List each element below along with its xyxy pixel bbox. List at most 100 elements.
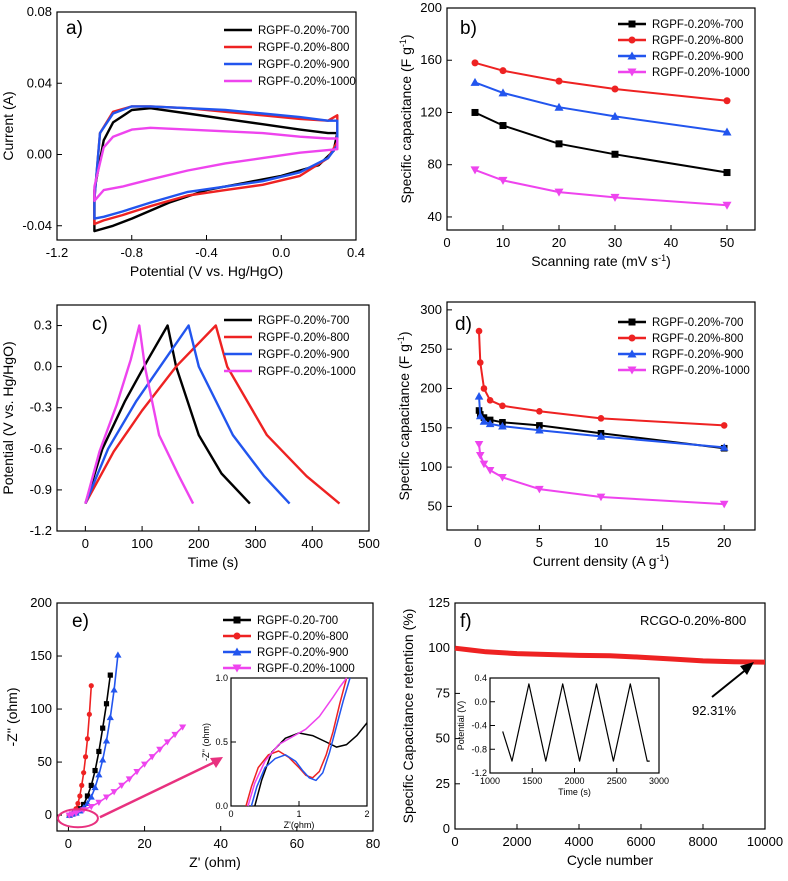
x-tick-label: 10 <box>496 235 510 250</box>
data-point <box>597 415 605 422</box>
data-point <box>92 767 98 774</box>
x-axis-label: Time (s) <box>558 787 591 797</box>
plot-frame <box>446 7 756 231</box>
y-tick-label: 80 <box>428 157 442 172</box>
x-tick-label: 60 <box>290 836 304 851</box>
chart-d: 0 5 10 15 20 50 100 150 200 250 300 Current density… <box>396 301 756 569</box>
data-point <box>102 794 111 801</box>
y-axis-label: Potential (V vs. Hg/HgO) <box>0 341 16 494</box>
data-point <box>535 425 544 434</box>
y-tick-label: 40 <box>428 209 442 224</box>
legend-label: RGPF-0.20%-1000 <box>652 365 750 377</box>
annotation-arrow-line <box>711 667 749 698</box>
y-tick-label: 150 <box>420 420 442 435</box>
retention-annotation: 92.31% <box>692 703 737 718</box>
data-point <box>87 793 95 800</box>
x-tick-label: 0.0 <box>272 245 290 260</box>
data-point <box>475 452 485 460</box>
legend-label: RGPF-0.20%-900 <box>257 647 348 659</box>
x-tick-label: -1.2 <box>46 245 68 260</box>
data-point <box>479 460 489 469</box>
zoom-arrow-line <box>99 758 220 819</box>
x-tick-label: 2000 <box>564 776 584 786</box>
legend-label: RGPF-0.20%-800 <box>258 42 349 54</box>
data-point <box>88 782 94 788</box>
legend-marker <box>232 664 242 673</box>
data-point <box>107 672 113 678</box>
legend-marker <box>627 349 637 358</box>
data-point <box>498 88 508 97</box>
y-tick-label: 200 <box>30 595 52 610</box>
x-tick-label: 1 <box>296 809 301 819</box>
gcd-curve <box>84 324 341 505</box>
y-tick-label: 0.0 <box>215 801 228 811</box>
x-tick-label: 0 <box>443 235 450 250</box>
retention-curve <box>454 645 766 665</box>
legend-label: RGPF-0.20%-1000 <box>258 366 356 378</box>
legend-label: RGPF-0.20-700 <box>257 615 338 627</box>
data-point <box>84 736 91 742</box>
x-tick-label: 1500 <box>522 776 542 786</box>
data-point <box>86 711 92 717</box>
y-tick-label: 0 <box>45 807 52 822</box>
y-tick-label: 200 <box>420 0 442 15</box>
data-point <box>87 804 95 811</box>
inset-curve <box>250 677 351 807</box>
data-point <box>485 466 495 475</box>
plot-frame <box>56 602 374 832</box>
y-tick-label: 75 <box>436 685 450 700</box>
data-point <box>475 327 483 335</box>
zoom-ellipse <box>56 808 99 829</box>
data-point <box>95 799 103 806</box>
y-tick-label: 0.4 <box>474 673 487 683</box>
y-tick-label: -0.8 <box>471 744 487 754</box>
inset-gcd-curve <box>502 683 650 762</box>
data-point <box>171 731 179 739</box>
rate-line <box>474 111 728 174</box>
data-point <box>554 102 564 111</box>
data-point <box>79 782 85 789</box>
data-point <box>91 783 99 791</box>
plot-frame <box>454 602 766 830</box>
y-axis-label: Current (A) <box>0 91 16 160</box>
y-axis-label: Specific capacitance (F g-1) <box>398 34 414 203</box>
data-point <box>179 724 187 731</box>
x-tick-label: 50 <box>720 235 734 250</box>
x-axis-label: Potential (V vs. Hg/HgO) <box>130 263 283 279</box>
x-tick-label: 0 <box>65 836 72 851</box>
data-point <box>474 441 484 449</box>
data-point <box>474 392 484 400</box>
data-point <box>470 77 480 86</box>
data-point <box>498 474 507 482</box>
annotation-arrowhead <box>740 662 754 675</box>
legend-label: RGPF-0.20%-900 <box>258 59 349 71</box>
legend-label: RGPF-0.20%-1000 <box>652 67 750 79</box>
y-tick-label: 0.3 <box>34 318 52 333</box>
cv-curve <box>93 126 339 203</box>
y-tick-label: 0.0 <box>34 359 52 374</box>
y-tick-label: -1.2 <box>30 523 52 538</box>
data-point <box>110 686 118 693</box>
y-tick-label: 250 <box>420 341 442 356</box>
legend-label: RGPF-0.20%-1000 <box>258 76 356 88</box>
data-point <box>470 166 480 175</box>
data-point <box>133 769 141 776</box>
data-point <box>103 701 110 707</box>
y-tick-label: 120 <box>420 104 442 119</box>
x-tick-label: 0 <box>82 536 89 551</box>
y-tick-label: 300 <box>420 302 442 317</box>
y-axis-label: -Z'' (ohm) <box>4 687 20 746</box>
x-tick-label: 3000 <box>649 776 669 786</box>
y-tick-label: 125 <box>428 595 450 610</box>
data-point <box>84 793 91 799</box>
y-tick-label: -1.2 <box>471 768 487 778</box>
y-axis-label: Potential (V) <box>456 701 466 751</box>
legend-marker <box>628 334 636 342</box>
data-point <box>498 421 507 430</box>
legend-label: RGPF-0.20%-900 <box>652 51 743 63</box>
data-point <box>102 737 111 744</box>
data-point <box>82 754 89 760</box>
x-tick-label: 200 <box>188 536 210 551</box>
plot-frame <box>489 677 660 774</box>
